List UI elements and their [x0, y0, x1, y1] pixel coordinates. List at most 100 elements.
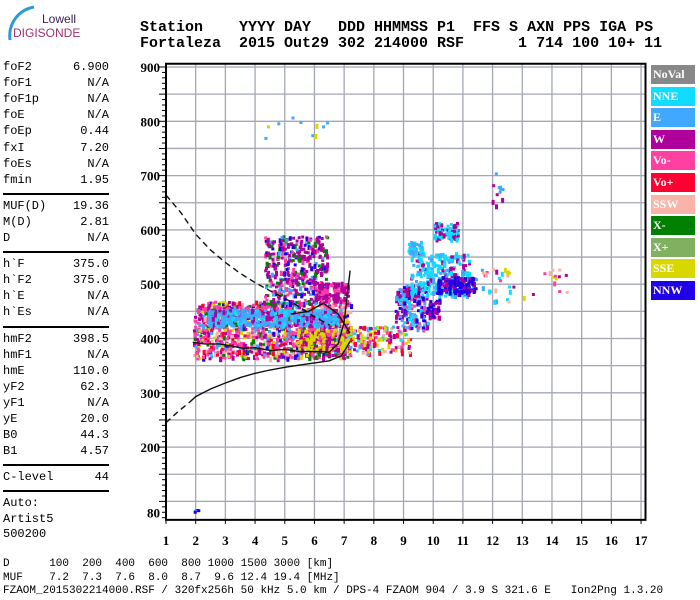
echo-point	[415, 318, 419, 324]
echo-point	[384, 337, 388, 341]
echo-point	[320, 309, 324, 313]
echo-point	[295, 248, 299, 252]
echo-point	[277, 251, 281, 256]
x-tick-label: 8	[371, 533, 378, 548]
echo-point	[441, 276, 445, 280]
echo-point	[233, 334, 237, 338]
param-label: foF1p	[3, 92, 40, 107]
echo-point	[230, 322, 234, 328]
echo-point	[317, 239, 321, 245]
param-foes: foEs N/A	[3, 157, 109, 172]
echo-point	[345, 340, 349, 346]
echo-point	[274, 332, 278, 336]
echo-point	[373, 326, 377, 330]
echo-point	[274, 291, 278, 295]
echo-point	[226, 306, 230, 310]
param-value: 7.20	[80, 140, 109, 155]
echo-point	[438, 237, 442, 241]
echo-point	[290, 307, 294, 311]
param-foe: foE N/A	[3, 108, 109, 123]
station-header: Station YYYY DAY DDD HHMMSS P1 FFS S AXN…	[140, 20, 662, 52]
echo-point	[398, 306, 402, 310]
echo-point	[223, 314, 226, 318]
echo-point	[336, 322, 340, 326]
param-label: yF2	[3, 379, 25, 394]
echo-point	[295, 347, 299, 351]
echo-point	[259, 322, 263, 326]
echo-point	[411, 241, 415, 247]
param-label: hmE	[3, 363, 25, 378]
echo-point	[485, 271, 489, 274]
echo-point	[271, 351, 275, 357]
echo-point	[292, 349, 296, 355]
echo-point	[293, 301, 297, 304]
echo-point	[422, 253, 426, 257]
echo-point	[319, 248, 323, 252]
echo-point	[410, 323, 414, 327]
footer-muf-row: MUF 7.2 7.3 7.6 8.0 8.7 9.6 12.4 19.4 [M…	[3, 571, 340, 584]
echo-point	[495, 269, 499, 275]
echo-point	[207, 302, 211, 306]
echo-point	[273, 276, 277, 280]
echo-point	[275, 314, 279, 318]
echo-point	[298, 292, 302, 296]
echo-point	[269, 338, 273, 342]
echo-point	[271, 261, 275, 265]
echo-point	[492, 184, 496, 188]
echo-point	[319, 329, 323, 333]
echo-point	[531, 293, 535, 296]
echo-point	[219, 357, 223, 363]
param-value: N/A	[87, 156, 109, 171]
echo-point	[195, 328, 199, 332]
echo-point	[222, 307, 226, 311]
echo-point	[240, 309, 244, 313]
echo-point	[557, 275, 561, 279]
echo-point	[347, 335, 351, 339]
echo-point	[322, 307, 326, 311]
echo-point	[419, 288, 423, 292]
echo-point	[286, 353, 290, 357]
echo-point	[321, 256, 325, 260]
echo-point	[291, 116, 295, 120]
echo-point	[488, 290, 492, 294]
echo-point	[296, 315, 299, 321]
echo-point	[236, 308, 239, 312]
legend-item-vo-: Vo+	[651, 173, 695, 192]
echo-point	[287, 324, 291, 328]
echo-point	[450, 260, 454, 263]
curve-x-trace	[290, 302, 351, 334]
param-value: 0.44	[80, 124, 109, 139]
echo-point	[269, 306, 273, 310]
echo-point	[281, 246, 285, 252]
echo-point	[304, 334, 308, 338]
echo-point	[266, 238, 270, 241]
y-tick-label: 200	[141, 440, 161, 455]
param-value: 6.900	[72, 60, 109, 74]
echo-point	[399, 330, 403, 334]
echo-point	[302, 255, 306, 258]
echo-point	[343, 303, 347, 307]
echo-point	[295, 331, 298, 335]
echo-point	[368, 337, 372, 341]
echo-point	[436, 307, 440, 313]
echo-point	[261, 310, 265, 314]
echo-point	[414, 249, 418, 253]
echo-point	[357, 338, 361, 341]
echo-point	[363, 336, 367, 340]
echo-point	[462, 286, 466, 290]
echo-point	[319, 339, 323, 345]
echo-point	[301, 235, 305, 239]
echo-point	[305, 323, 309, 327]
echo-point	[401, 307, 405, 313]
echo-point	[468, 262, 472, 266]
echo-point	[208, 311, 211, 317]
echo-point	[210, 328, 214, 332]
echo-point	[320, 299, 324, 303]
echo-point	[292, 319, 296, 323]
echo-point	[406, 321, 410, 325]
legend-item-x-: X-	[651, 216, 695, 236]
echo-point	[298, 320, 302, 324]
echo-point	[238, 317, 242, 323]
echo-point	[213, 336, 216, 340]
